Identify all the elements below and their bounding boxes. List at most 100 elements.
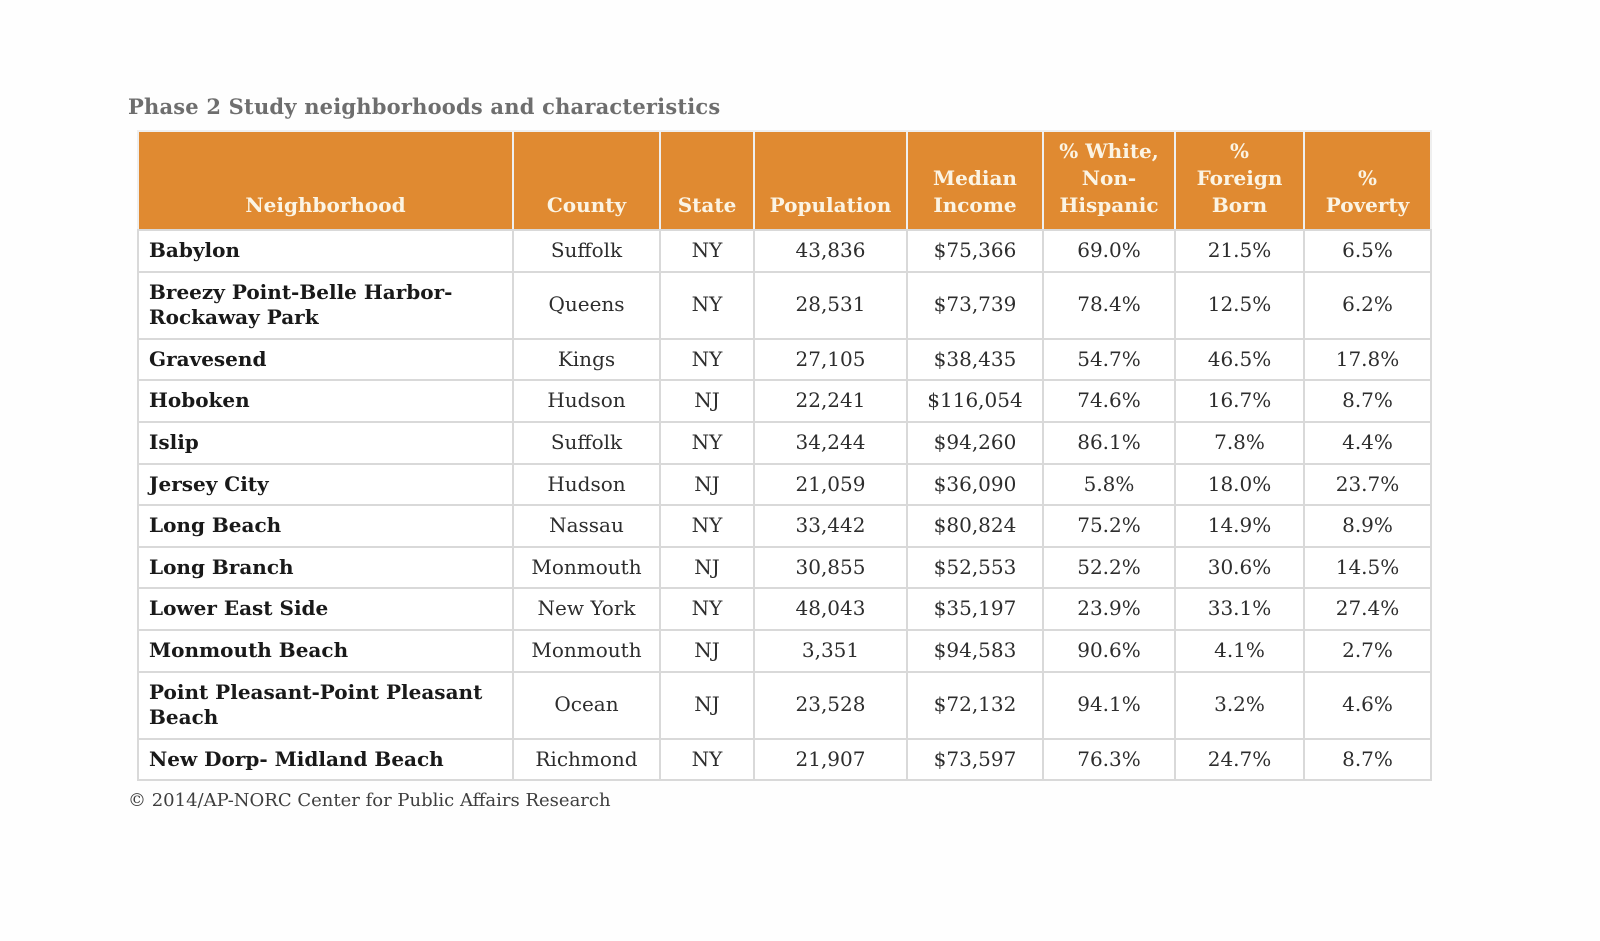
cell-pct-poverty: 6.2% bbox=[1303, 270, 1432, 340]
cell-pct-foreign-born: 4.1% bbox=[1174, 628, 1305, 673]
cell-county: Kings bbox=[512, 337, 661, 382]
table-row: New Dorp- Midland Beach Richmond NY 21,907 $… bbox=[137, 737, 1432, 782]
table-row: Long Branch Monmouth NJ 30,855 $52,553 52.2% 3… bbox=[137, 545, 1432, 590]
cell-pct-white-non-hispanic: 23.9% bbox=[1042, 587, 1176, 631]
column-header-median-income: Median Income bbox=[906, 130, 1044, 231]
cell-pct-poverty: 4.6% bbox=[1303, 670, 1432, 740]
column-header-neighborhood: Neighborhood bbox=[137, 130, 514, 231]
cell-pct-poverty: 8.9% bbox=[1303, 504, 1432, 548]
table-row: Hoboken Hudson NJ 22,241 $116,054 74.6% 16.7% 8… bbox=[137, 379, 1432, 423]
cell-population: 48,043 bbox=[753, 587, 908, 631]
cell-state: NY bbox=[659, 229, 755, 273]
cell-state: NJ bbox=[659, 670, 755, 740]
cell-median-income: $38,435 bbox=[906, 337, 1044, 382]
cell-state: NY bbox=[659, 504, 755, 548]
table-row: Islip Suffolk NY 34,244 $94,260 86.1% 7.8% 4.4% bbox=[137, 420, 1432, 465]
neighborhoods-table: Neighborhood County State Population Med… bbox=[137, 130, 1432, 782]
source-credit: © 2014/AP-NORC Center for Public Affairs… bbox=[128, 790, 611, 811]
cell-neighborhood: Gravesend bbox=[137, 337, 514, 382]
cell-pct-white-non-hispanic: 90.6% bbox=[1042, 628, 1176, 673]
cell-pct-white-non-hispanic: 5.8% bbox=[1042, 462, 1176, 507]
cell-county: Monmouth bbox=[512, 628, 661, 673]
column-header-pct-foreign-born: % Foreign Born bbox=[1174, 130, 1305, 231]
cell-pct-foreign-born: 7.8% bbox=[1174, 420, 1305, 465]
cell-county: Hudson bbox=[512, 379, 661, 423]
cell-median-income: $94,260 bbox=[906, 420, 1044, 465]
cell-state: NY bbox=[659, 737, 755, 782]
cell-pct-foreign-born: 16.7% bbox=[1174, 379, 1305, 423]
column-header-county: County bbox=[512, 130, 661, 231]
cell-state: NJ bbox=[659, 462, 755, 507]
cell-median-income: $116,054 bbox=[906, 379, 1044, 423]
cell-neighborhood: Monmouth Beach bbox=[137, 628, 514, 673]
cell-neighborhood: Islip bbox=[137, 420, 514, 465]
page-title: Phase 2 Study neighborhoods and characte… bbox=[128, 94, 721, 119]
cell-pct-foreign-born: 3.2% bbox=[1174, 670, 1305, 740]
cell-neighborhood: Jersey City bbox=[137, 462, 514, 507]
cell-pct-white-non-hispanic: 75.2% bbox=[1042, 504, 1176, 548]
cell-population: 43,836 bbox=[753, 229, 908, 273]
table-row: Babylon Suffolk NY 43,836 $75,366 69.0% 21.5% 6… bbox=[137, 229, 1432, 273]
cell-median-income: $36,090 bbox=[906, 462, 1044, 507]
table-row: Jersey City Hudson NJ 21,059 $36,090 5.8% 18.0… bbox=[137, 462, 1432, 507]
cell-pct-poverty: 23.7% bbox=[1303, 462, 1432, 507]
cell-county: Ocean bbox=[512, 670, 661, 740]
cell-county: Hudson bbox=[512, 462, 661, 507]
cell-neighborhood: Point Pleasant-Point Pleasant Beach bbox=[137, 670, 514, 740]
cell-neighborhood: Breezy Point-Belle Harbor-Rockaway Park bbox=[137, 270, 514, 340]
cell-population: 28,531 bbox=[753, 270, 908, 340]
cell-county: Suffolk bbox=[512, 420, 661, 465]
cell-pct-poverty: 8.7% bbox=[1303, 379, 1432, 423]
cell-pct-white-non-hispanic: 52.2% bbox=[1042, 545, 1176, 590]
column-header-pct-poverty: % Poverty bbox=[1303, 130, 1432, 231]
cell-pct-white-non-hispanic: 54.7% bbox=[1042, 337, 1176, 382]
cell-county: Queens bbox=[512, 270, 661, 340]
cell-median-income: $75,366 bbox=[906, 229, 1044, 273]
cell-county: Suffolk bbox=[512, 229, 661, 273]
table-body: Babylon Suffolk NY 43,836 $75,366 69.0% 21.5% 6… bbox=[137, 229, 1432, 782]
cell-median-income: $52,553 bbox=[906, 545, 1044, 590]
cell-pct-white-non-hispanic: 76.3% bbox=[1042, 737, 1176, 782]
cell-neighborhood: Long Branch bbox=[137, 545, 514, 590]
cell-pct-foreign-born: 30.6% bbox=[1174, 545, 1305, 590]
cell-neighborhood: Long Beach bbox=[137, 504, 514, 548]
cell-state: NY bbox=[659, 270, 755, 340]
cell-state: NJ bbox=[659, 628, 755, 673]
table-header: Neighborhood County State Population Med… bbox=[137, 130, 1432, 231]
cell-pct-foreign-born: 21.5% bbox=[1174, 229, 1305, 273]
cell-population: 33,442 bbox=[753, 504, 908, 548]
cell-pct-white-non-hispanic: 86.1% bbox=[1042, 420, 1176, 465]
cell-population: 3,351 bbox=[753, 628, 908, 673]
cell-county: Richmond bbox=[512, 737, 661, 782]
cell-pct-white-non-hispanic: 74.6% bbox=[1042, 379, 1176, 423]
cell-pct-foreign-born: 33.1% bbox=[1174, 587, 1305, 631]
cell-pct-poverty: 17.8% bbox=[1303, 337, 1432, 382]
column-header-population: Population bbox=[753, 130, 908, 231]
cell-pct-poverty: 4.4% bbox=[1303, 420, 1432, 465]
cell-neighborhood: Hoboken bbox=[137, 379, 514, 423]
cell-pct-white-non-hispanic: 94.1% bbox=[1042, 670, 1176, 740]
cell-population: 30,855 bbox=[753, 545, 908, 590]
cell-neighborhood: New Dorp- Midland Beach bbox=[137, 737, 514, 782]
cell-pct-poverty: 8.7% bbox=[1303, 737, 1432, 782]
cell-median-income: $35,197 bbox=[906, 587, 1044, 631]
cell-population: 21,907 bbox=[753, 737, 908, 782]
cell-county: Monmouth bbox=[512, 545, 661, 590]
cell-median-income: $80,824 bbox=[906, 504, 1044, 548]
cell-state: NJ bbox=[659, 545, 755, 590]
cell-pct-poverty: 27.4% bbox=[1303, 587, 1432, 631]
cell-population: 34,244 bbox=[753, 420, 908, 465]
cell-pct-foreign-born: 12.5% bbox=[1174, 270, 1305, 340]
cell-state: NY bbox=[659, 587, 755, 631]
cell-pct-foreign-born: 46.5% bbox=[1174, 337, 1305, 382]
cell-population: 23,528 bbox=[753, 670, 908, 740]
column-header-state: State bbox=[659, 130, 755, 231]
cell-pct-poverty: 6.5% bbox=[1303, 229, 1432, 273]
cell-state: NY bbox=[659, 420, 755, 465]
cell-pct-white-non-hispanic: 69.0% bbox=[1042, 229, 1176, 273]
cell-pct-foreign-born: 14.9% bbox=[1174, 504, 1305, 548]
table-row: Monmouth Beach Monmouth NJ 3,351 $94,583 90.6… bbox=[137, 628, 1432, 673]
cell-county: Nassau bbox=[512, 504, 661, 548]
cell-state: NJ bbox=[659, 379, 755, 423]
